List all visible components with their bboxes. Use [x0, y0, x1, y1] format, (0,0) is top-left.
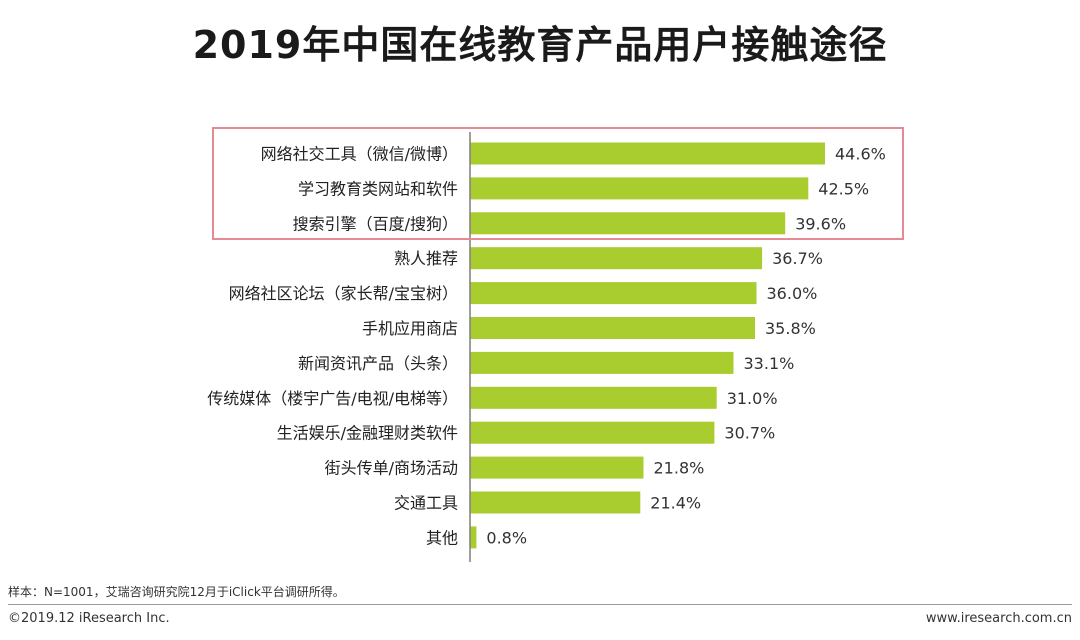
category-label-10: 街头传单/商场活动: [325, 459, 458, 478]
value-label-7: 33.1%: [744, 354, 795, 373]
category-label-7: 新闻资讯产品（头条）: [298, 354, 458, 373]
category-label-4: 熟人推荐: [394, 249, 458, 268]
bar-1: [470, 142, 825, 165]
bar-2: [470, 177, 809, 200]
category-label-3: 搜索引擎（百度/搜狗）: [293, 214, 458, 233]
bar-9: [470, 421, 715, 444]
bar-4: [470, 247, 763, 270]
category-label-2: 学习教育类网站和软件: [298, 179, 458, 198]
value-label-8: 31.0%: [727, 389, 778, 408]
chart-title: 2019年中国在线教育产品用户接触途径: [192, 23, 888, 67]
category-label-5: 网络社区论坛（家长帮/宝宝树）: [229, 284, 458, 303]
sample-footnote: 样本：N=1001，艾瑞咨询研究院12月于iClick平台调研所得。: [8, 585, 345, 599]
category-label-12: 其他: [426, 528, 458, 547]
bar-7: [470, 351, 734, 374]
top-three-highlight-box: [212, 127, 904, 240]
value-label-4: 36.7%: [772, 249, 823, 268]
bar-11: [470, 491, 641, 514]
website-text: www.iresearch.com.cn: [925, 611, 1072, 626]
category-label-9: 生活娱乐/金融理财类软件: [277, 424, 458, 443]
bar-chart: 网络社交工具（微信/微博） 44.6% 学习教育类网站和软件 42.5% 搜索引擎（百度…: [207, 127, 904, 562]
value-label-11: 21.4%: [650, 494, 701, 513]
category-label-6: 手机应用商店: [362, 319, 458, 338]
bar-8: [470, 386, 717, 409]
bar-6: [470, 317, 755, 339]
value-label-10: 21.8%: [654, 459, 705, 478]
bar-12: [470, 526, 477, 549]
value-label-2: 42.5%: [818, 179, 869, 198]
value-label-1: 44.6%: [835, 145, 886, 164]
footer-divider: [8, 604, 1072, 605]
copyright-text: ©2019.12 iResearch Inc.: [8, 611, 170, 626]
value-label-5: 36.0%: [767, 284, 818, 303]
bar-3: [470, 212, 786, 235]
bar-5: [470, 282, 757, 305]
value-label-6: 35.8%: [765, 319, 816, 338]
value-label-9: 30.7%: [724, 424, 775, 443]
value-label-12: 0.8%: [486, 528, 527, 547]
category-label-1: 网络社交工具（微信/微博）: [261, 145, 458, 164]
category-label-11: 交通工具: [394, 494, 458, 513]
value-label-3: 39.6%: [795, 214, 846, 233]
bars-layer: 网络社交工具（微信/微博） 44.6% 学习教育类网站和软件 42.5% 搜索引擎（百度…: [207, 142, 886, 549]
bar-10: [470, 456, 644, 479]
category-label-8: 传统媒体（楼宇广告/电视/电梯等）: [207, 389, 458, 408]
